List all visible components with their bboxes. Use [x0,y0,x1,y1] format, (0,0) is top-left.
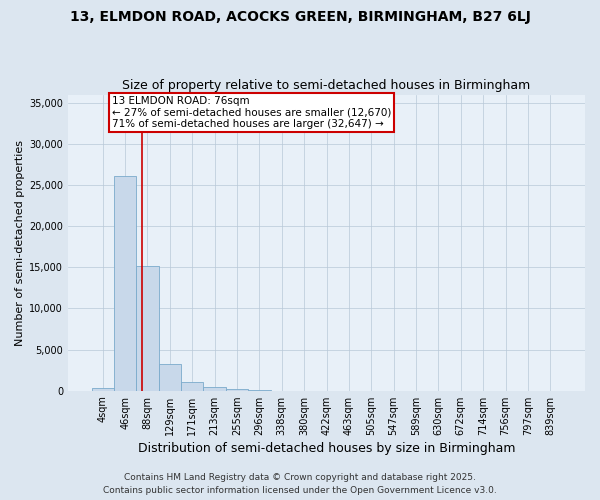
Bar [158,364,181,390]
Bar [203,388,226,390]
Title: Size of property relative to semi-detached houses in Birmingham: Size of property relative to semi-detach… [122,79,530,92]
Text: 13 ELMDON ROAD: 76sqm
← 27% of semi-detached houses are smaller (12,670)
71% of : 13 ELMDON ROAD: 76sqm ← 27% of semi-deta… [112,96,391,129]
X-axis label: Distribution of semi-detached houses by size in Birmingham: Distribution of semi-detached houses by … [138,442,515,455]
Y-axis label: Number of semi-detached properties: Number of semi-detached properties [15,140,25,346]
Text: Contains HM Land Registry data © Crown copyright and database right 2025.
Contai: Contains HM Land Registry data © Crown c… [103,474,497,495]
Bar [181,382,203,390]
Text: 13, ELMDON ROAD, ACOCKS GREEN, BIRMINGHAM, B27 6LJ: 13, ELMDON ROAD, ACOCKS GREEN, BIRMINGHA… [70,10,530,24]
Bar [136,266,158,390]
Bar [92,388,114,390]
Bar [114,176,136,390]
